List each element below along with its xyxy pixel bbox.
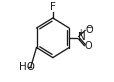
- Text: O: O: [84, 41, 91, 51]
- Text: +: +: [77, 28, 83, 37]
- Text: N: N: [77, 32, 85, 42]
- Text: −: −: [84, 23, 91, 32]
- Text: O: O: [85, 25, 92, 35]
- Text: F: F: [49, 2, 55, 12]
- Text: HO: HO: [19, 62, 35, 72]
